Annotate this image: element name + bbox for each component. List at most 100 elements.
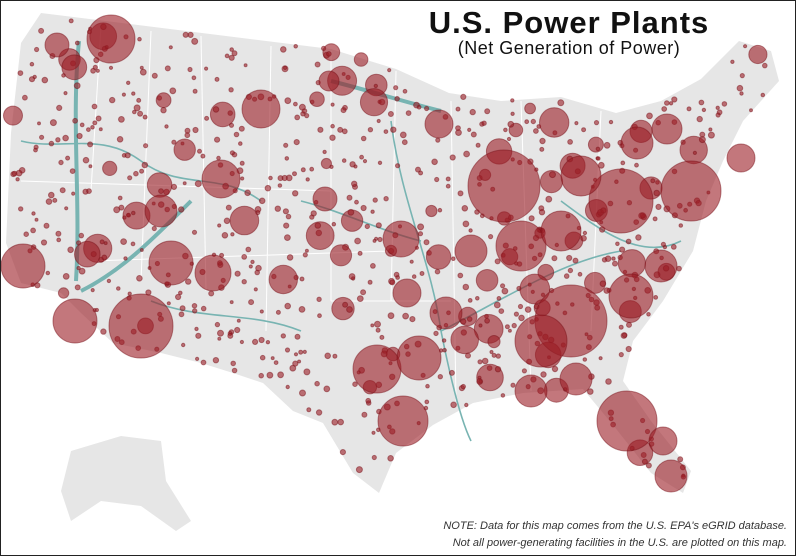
plant-circle	[322, 43, 341, 62]
plant-circle	[510, 111, 515, 117]
plant-circle	[208, 290, 215, 297]
plant-circle	[415, 166, 421, 173]
plant-circle	[466, 316, 473, 322]
plant-circle	[164, 124, 169, 129]
plant-circle	[392, 278, 422, 308]
plant-circle	[367, 279, 373, 285]
plant-circle	[465, 352, 471, 359]
plant-circle	[567, 267, 574, 274]
plant-circle	[596, 390, 658, 452]
plant-circle	[214, 76, 220, 82]
plant-circle	[360, 289, 367, 296]
plant-circle	[62, 134, 69, 142]
plant-circle	[94, 307, 100, 313]
plant-circle	[71, 191, 76, 196]
plant-circle	[280, 333, 286, 339]
plant-circle	[244, 189, 251, 197]
plant-circle	[130, 241, 136, 247]
plant-circle	[434, 268, 441, 275]
plant-circle	[396, 335, 442, 381]
plant-circle	[360, 204, 367, 212]
plant-circle	[266, 371, 274, 379]
plant-circle	[377, 160, 383, 166]
plant-circle	[304, 248, 309, 253]
plant-circle	[469, 108, 476, 116]
plant-circle	[204, 115, 210, 121]
plant-circle	[23, 231, 30, 237]
plant-circle	[142, 114, 148, 120]
plant-circle	[86, 127, 91, 133]
plant-circle	[148, 240, 194, 286]
plant-circle	[34, 217, 39, 222]
plant-circle	[551, 255, 558, 262]
plant-circle	[33, 147, 38, 153]
plant-circle	[748, 44, 768, 65]
plant-circle	[95, 115, 102, 122]
plant-circle	[103, 241, 108, 246]
plant-circle	[460, 318, 467, 325]
plant-circle	[353, 164, 358, 169]
plant-circle	[519, 273, 551, 305]
plant-circle	[692, 150, 698, 155]
plant-circle	[668, 101, 674, 106]
plant-circle	[187, 66, 193, 73]
plant-circle	[514, 314, 568, 368]
plant-circle	[250, 259, 255, 265]
plant-circle	[99, 239, 105, 245]
plant-circle	[588, 168, 654, 234]
plant-circle	[377, 236, 383, 243]
plant-circle	[100, 328, 107, 335]
plant-circle	[577, 271, 583, 277]
plant-circle	[730, 59, 735, 64]
plant-circle	[229, 205, 260, 236]
plant-circle	[557, 99, 565, 107]
plant-circle	[49, 119, 57, 127]
plant-circle	[494, 258, 501, 265]
plant-circle	[65, 155, 71, 161]
plant-circle	[678, 223, 684, 228]
plant-circle	[355, 466, 363, 474]
plant-circle	[131, 91, 136, 96]
plant-circle	[228, 87, 234, 93]
plant-circle	[387, 111, 394, 117]
plant-circle	[221, 232, 229, 239]
plant-circle	[749, 108, 753, 113]
plant-circle	[309, 214, 315, 220]
plant-circle	[359, 154, 365, 160]
plant-circle	[507, 328, 512, 333]
plant-circle	[455, 129, 462, 137]
plant-circle	[209, 101, 236, 128]
plant-circle	[56, 237, 62, 243]
plant-circle	[429, 296, 463, 330]
plant-circle	[721, 101, 728, 107]
plant-circle	[214, 321, 221, 328]
plant-circle	[82, 156, 90, 164]
plant-circle	[45, 198, 53, 205]
plant-circle	[424, 109, 454, 139]
plant-circle	[641, 458, 648, 465]
plant-circle	[264, 184, 272, 192]
plant-circle	[229, 300, 234, 305]
plant-circle	[701, 107, 707, 113]
plant-circle	[259, 309, 264, 314]
plant-circle	[320, 157, 332, 170]
plant-circle	[239, 339, 244, 345]
plant-circle	[510, 382, 516, 388]
plant-circle	[375, 327, 381, 333]
plant-circle	[528, 215, 535, 222]
plant-circle	[504, 324, 510, 330]
plant-circle	[467, 149, 541, 223]
plant-circle	[44, 32, 70, 58]
plant-circle	[387, 455, 394, 462]
plant-circle	[258, 372, 265, 379]
plant-circle	[270, 356, 275, 361]
plant-circle	[560, 155, 602, 197]
plant-circle	[225, 204, 232, 211]
plant-circle	[517, 303, 524, 310]
plant-circle	[511, 322, 517, 329]
plant-circle	[435, 137, 441, 143]
plant-circle	[417, 223, 425, 231]
plant-circle	[15, 169, 23, 177]
plant-circle	[416, 104, 422, 110]
plant-circle	[352, 344, 402, 394]
